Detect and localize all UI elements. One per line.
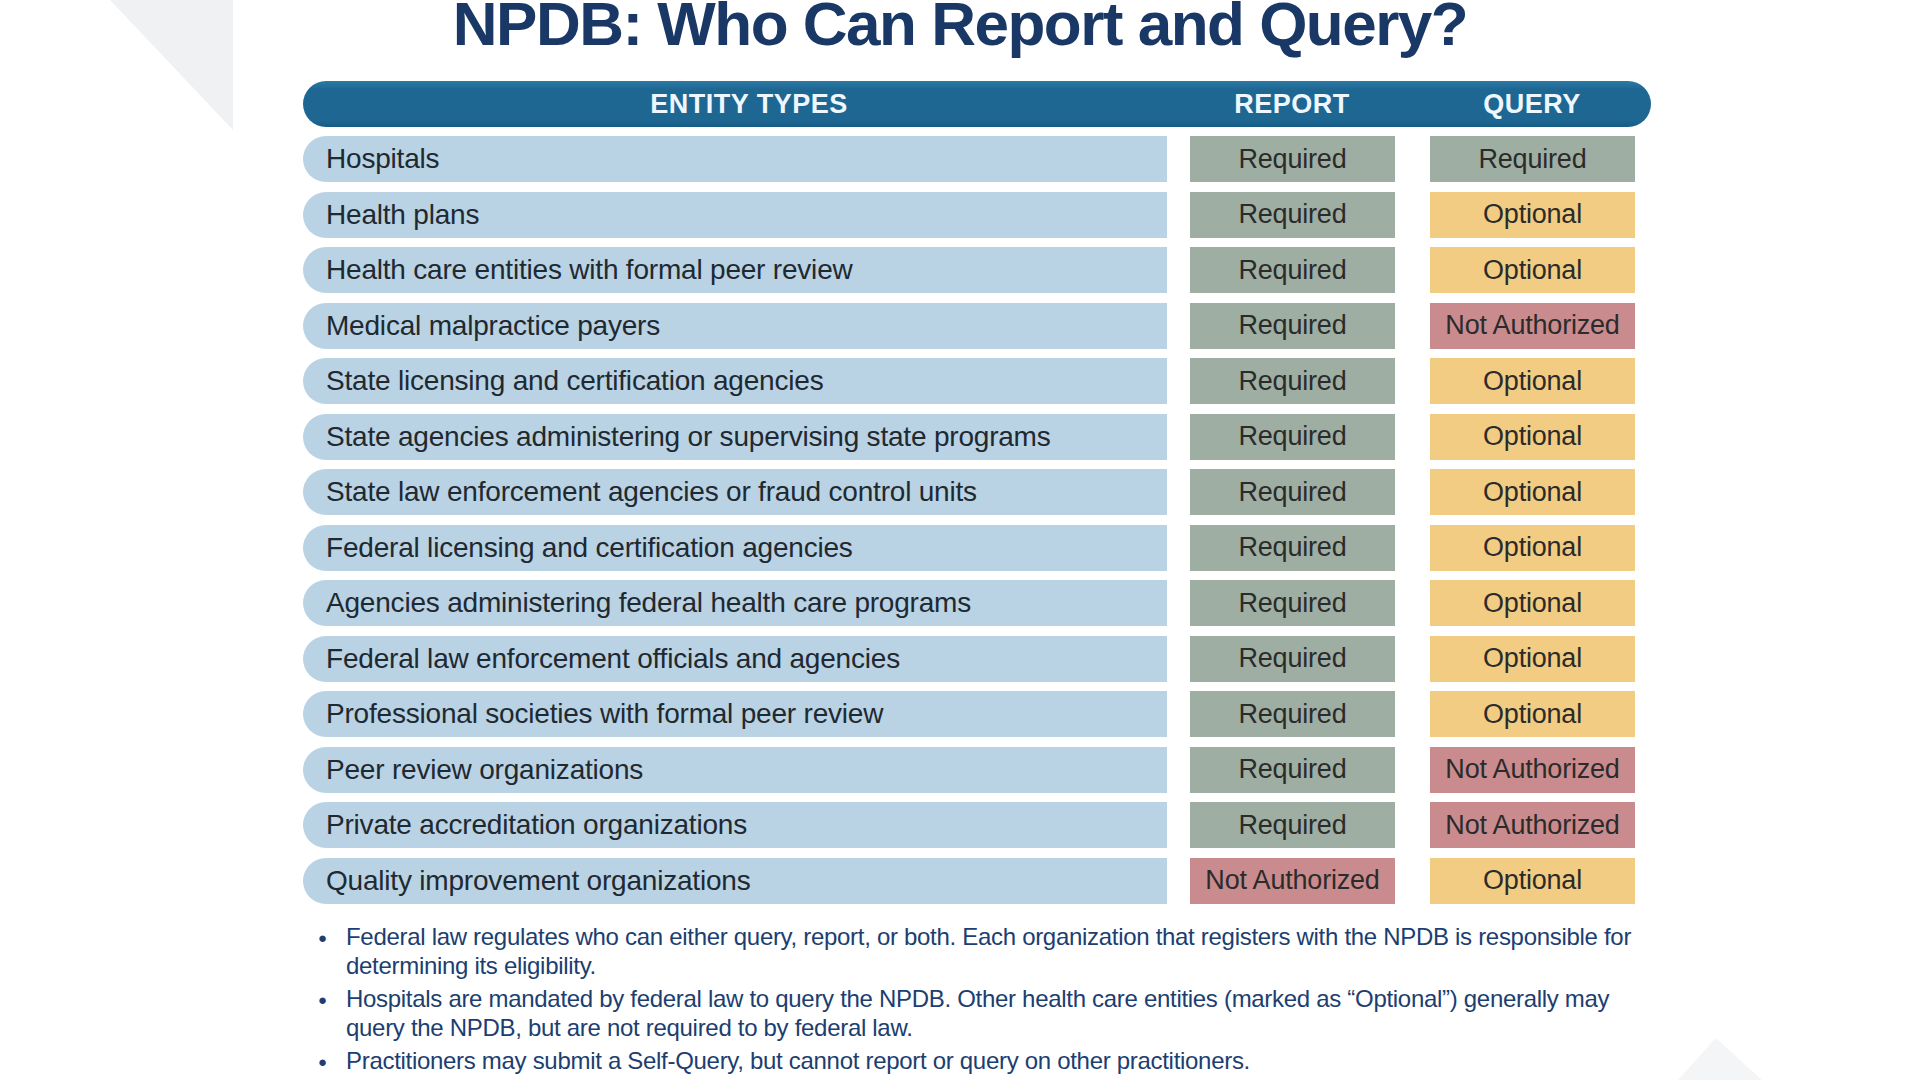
- entity-type-cell: State licensing and certification agenci…: [303, 358, 1167, 404]
- entity-type-cell: Agencies administering federal health ca…: [303, 580, 1167, 626]
- entity-type-cell: Health plans: [303, 192, 1167, 238]
- table-body: Hospitals Required Required Health plans Req…: [303, 136, 1635, 904]
- footnotes-section: ●Federal law regulates who can either qu…: [318, 922, 1648, 1080]
- column-header-report: REPORT: [1234, 89, 1350, 120]
- query-status-badge: Optional: [1430, 858, 1635, 904]
- query-status-badge: Optional: [1430, 691, 1635, 737]
- npdb-infographic-slide: NPDB: Who Can Report and Query? ENTITY T…: [0, 0, 1920, 1080]
- query-status-badge: Optional: [1430, 414, 1635, 460]
- query-status-badge: Optional: [1430, 358, 1635, 404]
- footnote-text: Federal law regulates who can either que…: [346, 922, 1648, 980]
- entity-type-cell: Federal law enforcement officials and ag…: [303, 636, 1167, 682]
- table-row: Health plans Required Optional: [303, 192, 1635, 238]
- entity-type-cell: Peer review organizations: [303, 747, 1167, 793]
- entity-type-cell: Health care entities with formal peer re…: [303, 247, 1167, 293]
- column-header-query: QUERY: [1483, 89, 1581, 120]
- table-row: Medical malpractice payers Required Not Au…: [303, 303, 1635, 349]
- footnote-text: Practitioners may submit a Self-Query, b…: [346, 1046, 1648, 1076]
- report-status-badge: Required: [1190, 358, 1395, 404]
- table-row: Professional societies with formal peer …: [303, 691, 1635, 737]
- query-status-badge: Not Authorized: [1430, 747, 1635, 793]
- report-status-badge: Required: [1190, 469, 1395, 515]
- table-row: Quality improvement organizations Not Aut…: [303, 858, 1635, 904]
- bullet-icon: ●: [318, 1046, 346, 1076]
- footnote-item: ●Federal law regulates who can either qu…: [318, 922, 1648, 980]
- report-status-badge: Required: [1190, 414, 1395, 460]
- table-row: State licensing and certification agenci…: [303, 358, 1635, 404]
- footnote-text: Hospitals are mandated by federal law to…: [346, 984, 1648, 1042]
- footnote-item: ●Hospitals are mandated by federal law t…: [318, 984, 1648, 1042]
- footnote-item: ●Practitioners may submit a Self-Query, …: [318, 1046, 1648, 1076]
- entity-type-cell: Hospitals: [303, 136, 1167, 182]
- table-row: Federal licensing and certification agen…: [303, 525, 1635, 571]
- query-status-badge: Not Authorized: [1430, 303, 1635, 349]
- table-header-row: ENTITY TYPES REPORT QUERY: [303, 81, 1651, 127]
- query-status-badge: Optional: [1430, 192, 1635, 238]
- entity-type-cell: Professional societies with formal peer …: [303, 691, 1167, 737]
- query-status-badge: Optional: [1430, 525, 1635, 571]
- entity-type-cell: Quality improvement organizations: [303, 858, 1167, 904]
- entity-type-cell: Medical malpractice payers: [303, 303, 1167, 349]
- query-status-badge: Optional: [1430, 580, 1635, 626]
- query-status-badge: Not Authorized: [1430, 802, 1635, 848]
- bullet-icon: ●: [318, 984, 346, 1042]
- table-row: Hospitals Required Required: [303, 136, 1635, 182]
- page-title: NPDB: Who Can Report and Query?: [0, 0, 1920, 55]
- table-row: Private accreditation organizations Requi…: [303, 802, 1635, 848]
- report-status-badge: Required: [1190, 303, 1395, 349]
- entity-type-cell: Federal licensing and certification agen…: [303, 525, 1167, 571]
- query-status-badge: Optional: [1430, 247, 1635, 293]
- query-status-badge: Optional: [1430, 636, 1635, 682]
- table-row: Health care entities with formal peer re…: [303, 247, 1635, 293]
- background-accent-triangle-bottomright: [1678, 1038, 1762, 1080]
- report-status-badge: Required: [1190, 136, 1395, 182]
- query-status-badge: Optional: [1430, 469, 1635, 515]
- report-status-badge: Not Authorized: [1190, 858, 1395, 904]
- report-status-badge: Required: [1190, 691, 1395, 737]
- table-row: State law enforcement agencies or fraud …: [303, 469, 1635, 515]
- report-status-badge: Required: [1190, 802, 1395, 848]
- entity-type-cell: Private accreditation organizations: [303, 802, 1167, 848]
- report-status-badge: Required: [1190, 525, 1395, 571]
- report-status-badge: Required: [1190, 636, 1395, 682]
- bullet-icon: ●: [318, 922, 346, 980]
- table-row: Peer review organizations Required Not Aut…: [303, 747, 1635, 793]
- entity-type-cell: State agencies administering or supervis…: [303, 414, 1167, 460]
- report-status-badge: Required: [1190, 580, 1395, 626]
- table-row: Agencies administering federal health ca…: [303, 580, 1635, 626]
- report-status-badge: Required: [1190, 247, 1395, 293]
- query-status-badge: Required: [1430, 136, 1635, 182]
- column-header-entity-types: ENTITY TYPES: [650, 89, 848, 120]
- entity-type-cell: State law enforcement agencies or fraud …: [303, 469, 1167, 515]
- report-status-badge: Required: [1190, 192, 1395, 238]
- report-status-badge: Required: [1190, 747, 1395, 793]
- table-row: State agencies administering or supervis…: [303, 414, 1635, 460]
- table-row: Federal law enforcement officials and ag…: [303, 636, 1635, 682]
